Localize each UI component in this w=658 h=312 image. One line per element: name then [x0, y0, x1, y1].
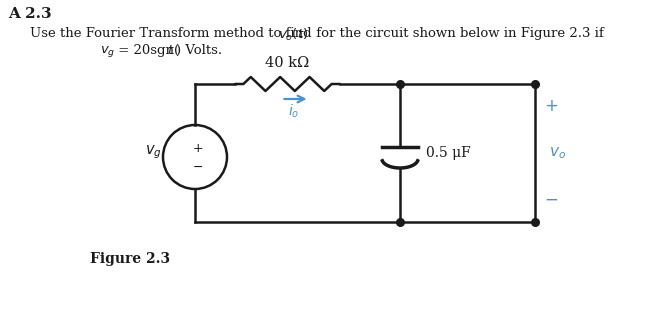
- Text: $i_o$: $i_o$: [288, 103, 299, 120]
- Text: Use the Fourier Transform method to find: Use the Fourier Transform method to find: [30, 27, 316, 40]
- Text: A 2.3: A 2.3: [8, 7, 51, 21]
- Text: $v_o$: $v_o$: [549, 145, 566, 161]
- Text: $v_g$: $v_g$: [100, 44, 115, 59]
- Text: −: −: [193, 160, 203, 173]
- Text: +: +: [193, 142, 203, 154]
- Text: $v_g$: $v_g$: [145, 143, 162, 161]
- Text: +: +: [544, 97, 558, 115]
- Text: $t$: $t$: [167, 44, 174, 57]
- Text: 0.5 μF: 0.5 μF: [426, 146, 470, 160]
- Text: $v_o(t)$: $v_o(t)$: [278, 27, 308, 43]
- Text: 40 kΩ: 40 kΩ: [265, 56, 310, 70]
- Text: −: −: [544, 191, 558, 209]
- Text: Figure 2.3: Figure 2.3: [90, 252, 170, 266]
- Text: ) Volts.: ) Volts.: [176, 44, 222, 57]
- Text: = 20sgn(: = 20sgn(: [114, 44, 179, 57]
- Text: for the circuit shown below in Figure 2.3 if: for the circuit shown below in Figure 2.…: [312, 27, 604, 40]
